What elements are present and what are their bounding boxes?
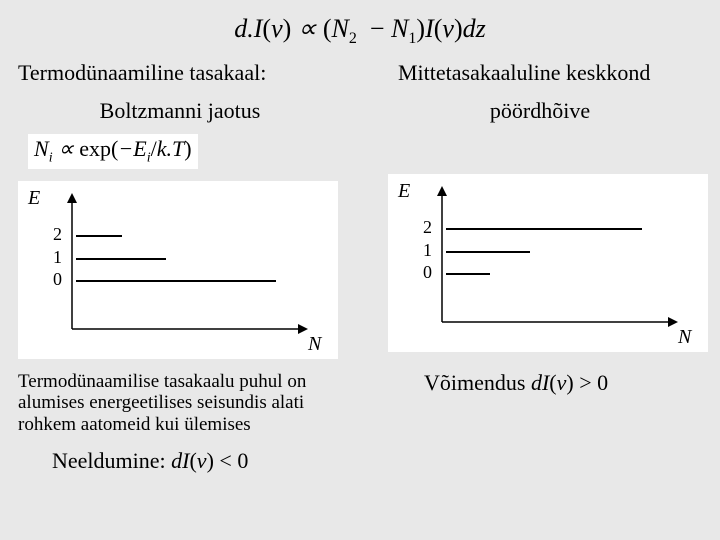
absorption-label: Neeldumine: — [52, 448, 171, 473]
level-label: 0 — [42, 269, 62, 290]
page: d.I(ν) ∝ (N2 − N1)I(ν)dz Termodünaamilin… — [0, 0, 720, 540]
left-paragraph: Termodünaamilise tasakaalu puhul on alum… — [18, 371, 342, 437]
axis-label-E: E — [28, 187, 40, 210]
level-label: 2 — [412, 217, 432, 238]
axis-label-E: E — [398, 180, 410, 203]
axis-label-N: N — [308, 333, 321, 356]
amp-eq: dI(ν) > 0 — [531, 370, 608, 395]
level-label: 1 — [412, 240, 432, 261]
level-label: 2 — [42, 224, 62, 245]
right-heading: Mittetasakaaluline keskkond — [398, 60, 702, 86]
columns: Termodünaamiline tasakaal: Boltzmanni ja… — [0, 56, 720, 474]
left-column: Termodünaamiline tasakaal: Boltzmanni ja… — [0, 56, 360, 474]
left-energy-diagram: E N 210 — [18, 181, 338, 359]
energy-diagram-svg — [388, 174, 708, 352]
left-subheading: Boltzmanni jaotus — [18, 98, 342, 124]
right-energy-diagram: E N 210 — [388, 174, 708, 352]
amp-label: Võimendus — [424, 370, 531, 395]
eq-dI: d.I( — [234, 14, 271, 43]
absorption-line: Neeldumine: dI(ν) < 0 — [52, 448, 342, 474]
energy-diagram-svg — [18, 181, 338, 359]
level-label: 0 — [412, 262, 432, 283]
spacer — [378, 134, 702, 170]
boltzmann-equation: Ni ∝ exp(−Ei/k.T) — [28, 134, 198, 168]
level-label: 1 — [42, 247, 62, 268]
axis-label-N: N — [678, 326, 691, 349]
absorption-eq: dI(ν) < 0 — [171, 448, 248, 473]
amplification-line: Võimendus dI(ν) > 0 — [424, 370, 702, 396]
left-heading: Termodünaamiline tasakaal: — [18, 60, 342, 86]
right-subheading: pöördhõive — [378, 98, 702, 124]
right-column: Mittetasakaaluline keskkond pöördhõive E… — [360, 56, 720, 474]
main-equation: d.I(ν) ∝ (N2 − N1)I(ν)dz — [0, 0, 720, 56]
